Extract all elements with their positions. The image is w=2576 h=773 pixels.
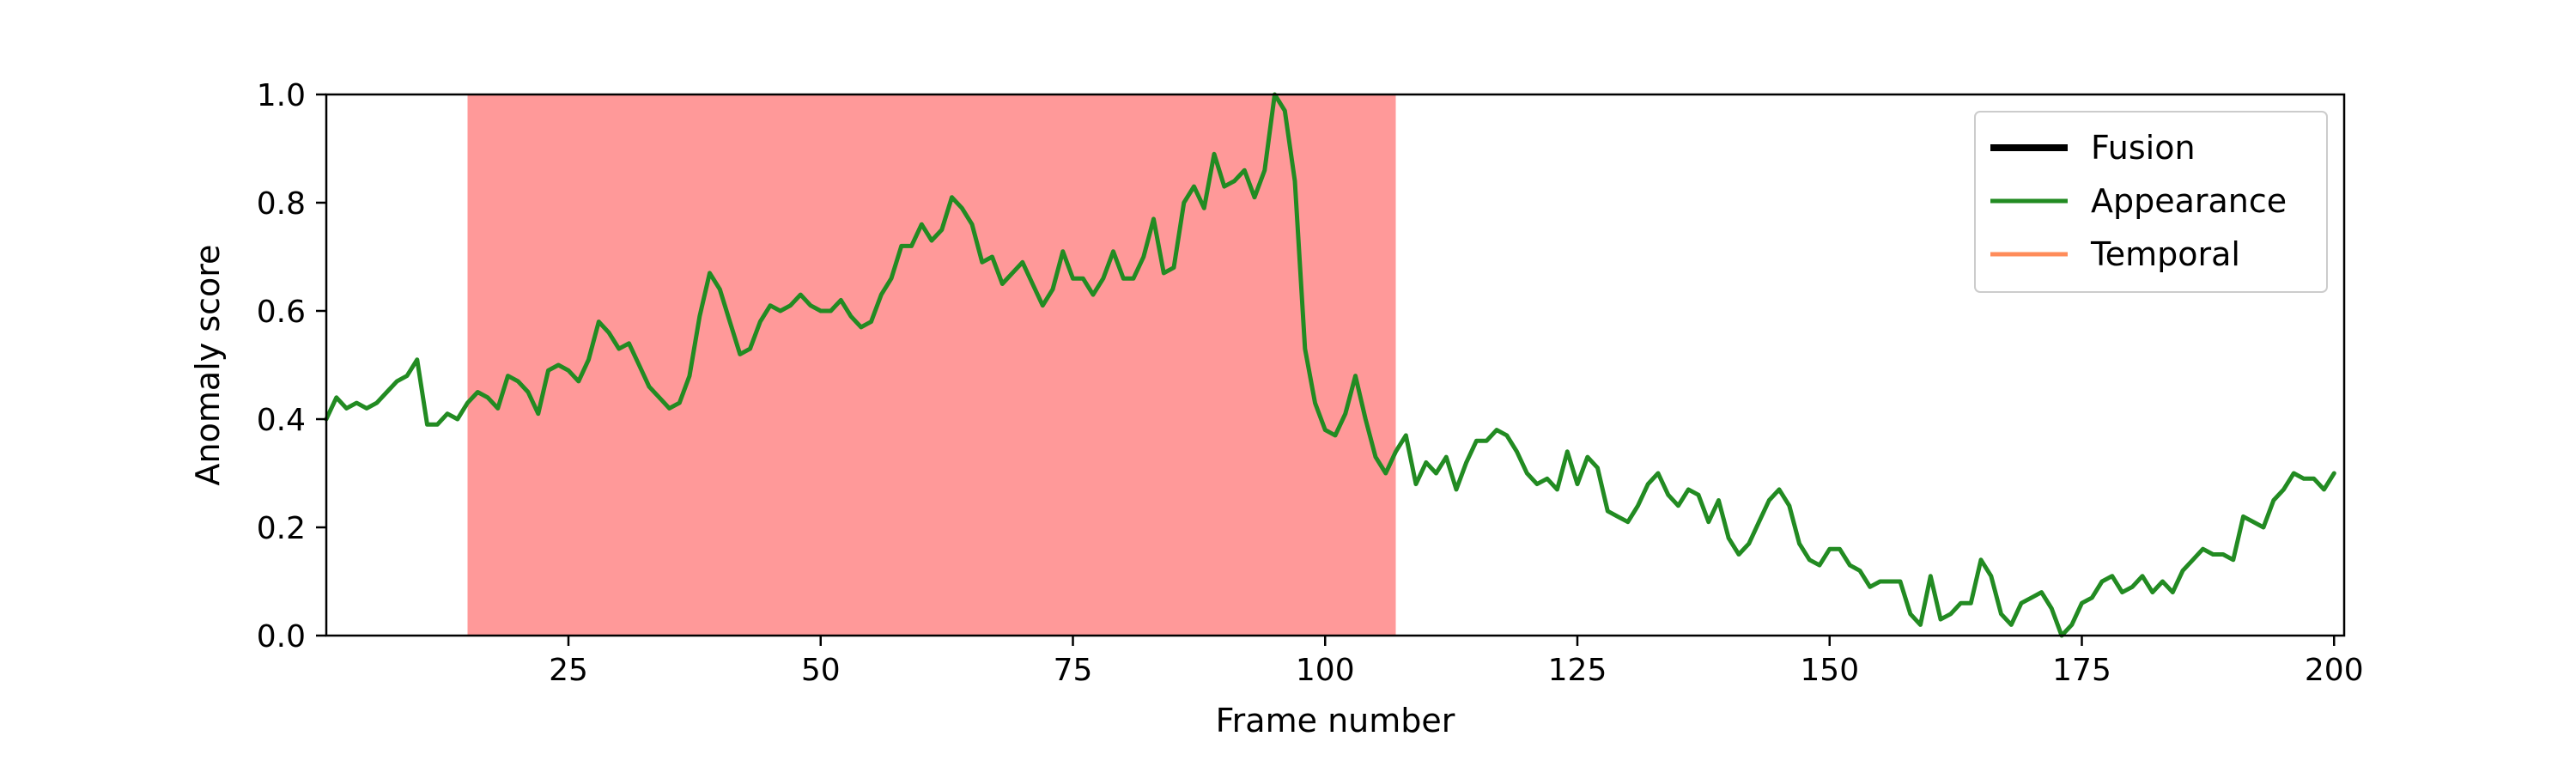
series-layer (324, 92, 2336, 638)
y-tick-label: 0.4 (257, 403, 306, 438)
x-axis-label: Frame number (1216, 702, 1455, 740)
x-axis: 25 50 75 100 125 150 175 200 (549, 636, 2364, 688)
legend: Fusion Appearance Temporal (1974, 111, 2328, 293)
y-tick-label: 0.2 (257, 511, 306, 546)
y-axis-label: Anomaly score (189, 245, 227, 486)
series-line-appearance (324, 92, 2336, 638)
plot-frame (325, 93, 2346, 637)
x-tick-label: 25 (549, 653, 588, 688)
x-tick-label: 175 (2052, 653, 2111, 688)
x-tick-label: 75 (1054, 653, 1093, 688)
y-tick-label: 0.0 (257, 619, 306, 654)
legend-label-appearance: Appearance (2091, 182, 2287, 220)
x-tick-label: 200 (2305, 653, 2364, 688)
y-tick-label: 0.8 (257, 186, 306, 222)
y-tick-label: 1.0 (257, 78, 306, 113)
x-tick-label: 150 (1800, 653, 1859, 688)
x-tick-label: 100 (1296, 653, 1355, 688)
anomaly-region-layer (467, 94, 1396, 636)
y-axis: 0.0 0.2 0.4 0.6 0.8 1.0 (257, 78, 326, 654)
legend-box (1974, 111, 2328, 293)
legend-label-temporal: Temporal (2090, 235, 2240, 273)
x-tick-label: 50 (801, 653, 841, 688)
y-tick-label: 0.6 (257, 295, 306, 330)
anomaly-region (467, 94, 1396, 636)
legend-label-fusion: Fusion (2091, 129, 2196, 167)
x-tick-label: 125 (1548, 653, 1607, 688)
